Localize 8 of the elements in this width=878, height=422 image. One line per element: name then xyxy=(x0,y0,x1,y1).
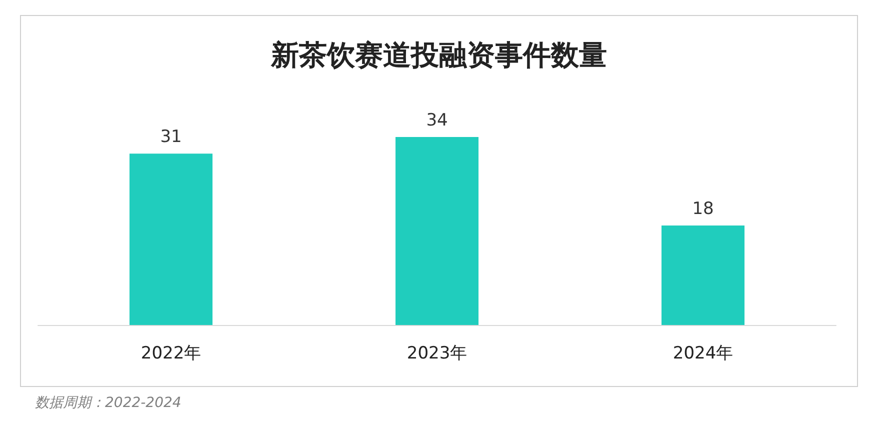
x-tick-label: 2024年 xyxy=(672,344,734,364)
chart-title: 新茶饮赛道投融资事件数量 xyxy=(270,38,607,72)
data-label: 31 xyxy=(160,127,182,148)
x-tick-label: 2022年 xyxy=(140,344,202,364)
text: 数据周期：2022-2024 xyxy=(35,395,182,411)
data-label: 18 xyxy=(692,198,714,219)
data-label: 34 xyxy=(426,110,448,130)
x-tick-label: 2023年 xyxy=(406,344,468,364)
